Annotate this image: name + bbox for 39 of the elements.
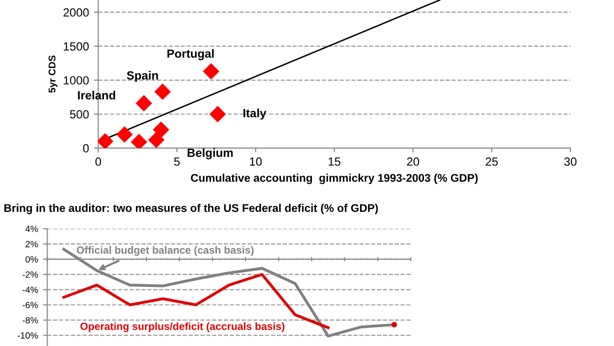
point — [209, 106, 226, 122]
point — [130, 134, 148, 148]
y-tick-label: -6% — [22, 302, 38, 308]
chart-title: Bring in the auditor: two measures of the US Federal deficit (% of GDP) — [4, 204, 378, 214]
point — [116, 126, 133, 143]
y-tick-label: 2000 — [64, 8, 89, 17]
x-tick-label: 25 — [486, 157, 498, 166]
y-tick-label: 0% — [26, 256, 38, 263]
x-tick-label: 15 — [328, 158, 340, 166]
y-tick-label: 1500 — [64, 42, 89, 51]
x-axis-title: Cumulative accounting gimmickry 1993-2003 (% GDP) — [190, 174, 478, 184]
annotation: Belgium — [188, 148, 233, 160]
y-tick-label: -4% — [22, 286, 38, 293]
y-tick-label: 1000 — [64, 76, 89, 85]
y-tick-label: 500 — [70, 110, 89, 119]
y-tick-label: -10% — [18, 332, 38, 339]
point — [202, 63, 220, 80]
x-tick-label: 30 — [564, 157, 577, 166]
point — [154, 83, 171, 100]
y-axis-title: 5yr CDS — [48, 56, 58, 93]
series-label: Official budget balance (cash basis) — [76, 246, 254, 256]
series-label: Operating surplus/deficit (accruals basis) — [80, 322, 284, 332]
annotation: Ireland — [78, 90, 116, 100]
point — [136, 95, 152, 112]
point — [152, 122, 170, 138]
x-tick-label: 5 — [174, 158, 180, 166]
y-tick-label: -2% — [22, 271, 38, 278]
x-tick-label: 20 — [407, 157, 420, 166]
y-tick-label: 4% — [25, 226, 38, 232]
annotation: Spain — [126, 70, 158, 82]
annotation: Italy — [243, 108, 266, 120]
x-tick-label: 10 — [250, 157, 262, 166]
point — [148, 132, 165, 148]
y-tick-label: -8% — [22, 317, 38, 324]
x-tick-label: 0 — [95, 157, 102, 166]
point — [98, 133, 114, 148]
y-tick-label: 2% — [26, 240, 38, 248]
annotation: Portugal — [167, 49, 214, 60]
y-tick-label: 0 — [83, 144, 89, 152]
